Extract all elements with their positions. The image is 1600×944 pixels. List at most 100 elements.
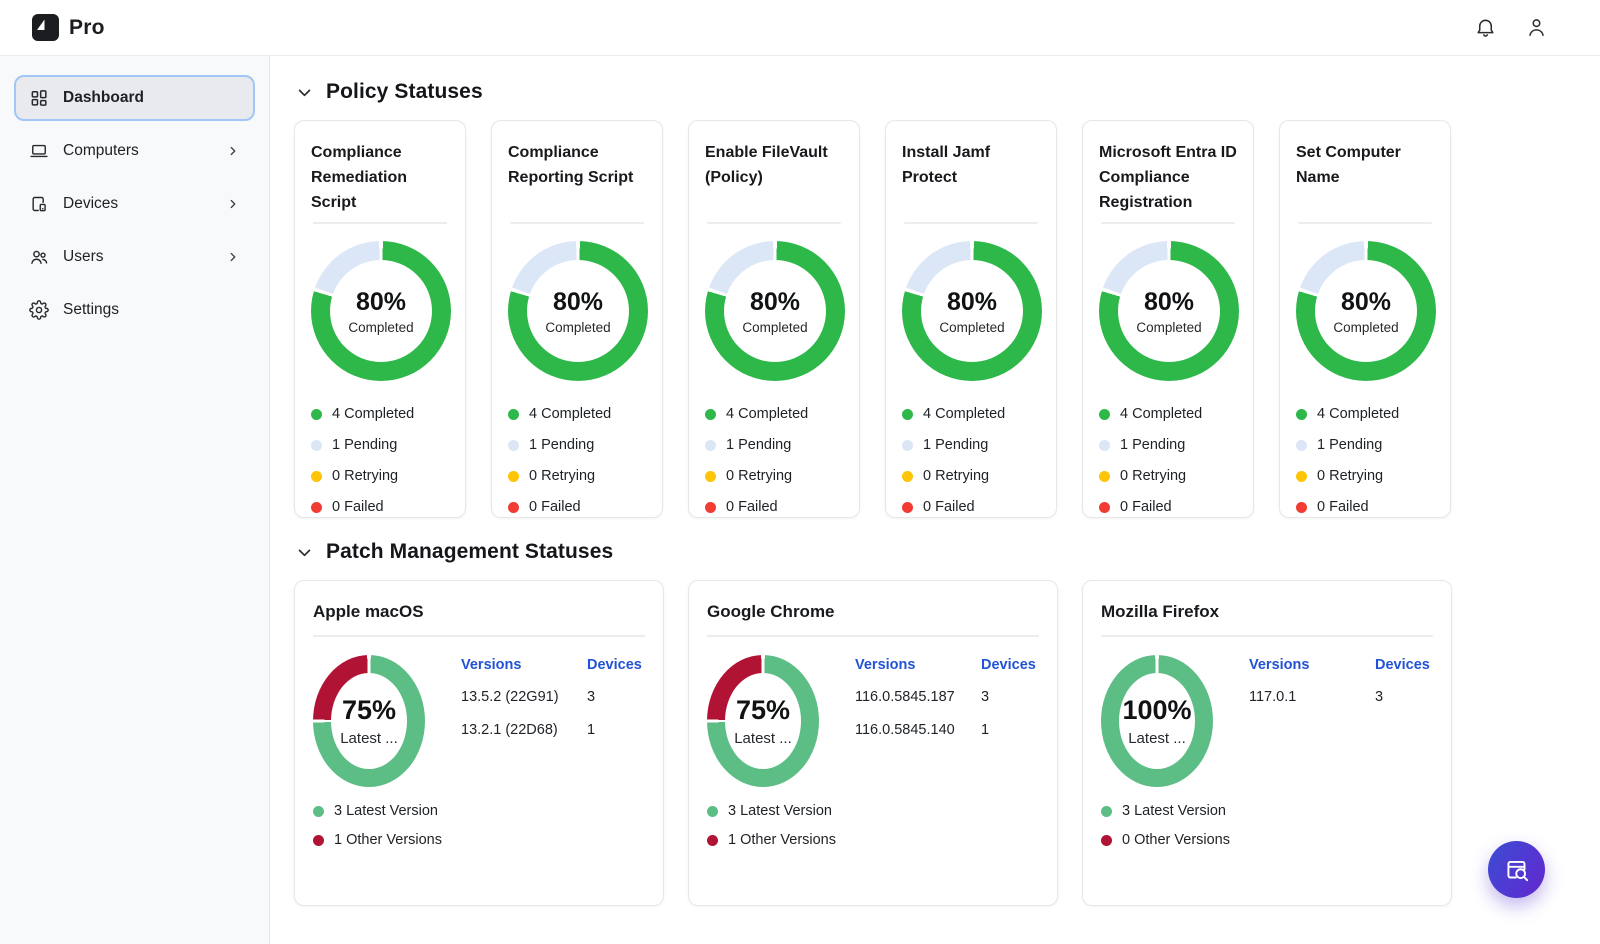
sidebar-item-label: Computers (63, 142, 139, 159)
legend: 3 Latest Version 0 Other Versions (1101, 803, 1433, 848)
legend-item: 0 Retrying (508, 468, 646, 484)
divider (904, 222, 1038, 224)
legend-dot (311, 439, 322, 451)
versions-column-header[interactable]: Versions (855, 657, 916, 673)
legend-label: 0 Retrying (923, 468, 990, 484)
donut-label: Latest ... (340, 730, 398, 747)
versions-column-header[interactable]: Versions (1249, 657, 1310, 673)
legend-item: 1 Other Versions (707, 832, 1039, 848)
user-icon[interactable] (1525, 16, 1548, 39)
sidebar-item-dashboard[interactable]: Dashboard (14, 75, 255, 121)
legend-label: 1 Pending (332, 437, 398, 453)
legend: 4 Completed 1 Pending 0 Retrying 0 Faile… (1099, 406, 1237, 515)
legend-item: 1 Pending (705, 437, 843, 453)
legend-item: 0 Retrying (705, 468, 843, 484)
legend-item: 4 Completed (311, 406, 449, 422)
legend: 4 Completed 1 Pending 0 Retrying 0 Faile… (902, 406, 1040, 515)
legend-dot (705, 501, 716, 513)
legend-item: 1 Pending (1099, 437, 1237, 453)
versions-table: Versions Devices 117.0.1 3 (1249, 655, 1433, 787)
donut-percent: 100% (1122, 695, 1192, 725)
chevron-down-icon (296, 544, 313, 561)
legend-label: 0 Failed (1120, 499, 1172, 515)
policy-donut-chart: 80% Completed (705, 241, 845, 381)
legend-dot (707, 805, 718, 817)
gear-icon (29, 300, 49, 320)
patch-section-header[interactable]: Patch Management Statuses (296, 540, 1576, 564)
policy-card: Compliance Reporting Script 80% Complete… (491, 120, 663, 518)
legend-item: 0 Other Versions (1101, 832, 1433, 848)
donut-center: 80% Completed (330, 260, 432, 362)
divider (1101, 222, 1235, 224)
app-logo[interactable]: Pro (32, 14, 105, 41)
legend-label: 0 Failed (1317, 499, 1369, 515)
sidebar-item-users[interactable]: Users (14, 234, 255, 280)
legend: 3 Latest Version 1 Other Versions (313, 803, 645, 848)
search-window-fab[interactable] (1488, 841, 1545, 898)
devices-cell: 1 (981, 722, 990, 739)
legend-label: 4 Completed (726, 406, 809, 422)
sidebar: Dashboard Computers Device (0, 56, 270, 944)
legend-label: 0 Failed (726, 499, 778, 515)
legend-label: 1 Pending (923, 437, 989, 453)
sidebar-item-label: Dashboard (63, 89, 144, 106)
sidebar-item-devices[interactable]: Devices (14, 181, 255, 227)
donut-center: 100% Latest ... (1119, 673, 1195, 769)
chevron-right-icon (226, 197, 240, 211)
legend-dot (1296, 501, 1307, 513)
legend-item: 0 Retrying (1296, 468, 1434, 484)
section-title: Policy Statuses (326, 80, 483, 103)
legend-dot (705, 470, 716, 482)
divider (707, 222, 841, 224)
donut-label: Completed (348, 319, 414, 335)
legend-dot (313, 805, 324, 817)
donut-center: 75% Latest ... (725, 673, 801, 769)
legend-label: 0 Retrying (1317, 468, 1384, 484)
legend-label: 1 Pending (1120, 437, 1186, 453)
policy-section-header[interactable]: Policy Statuses (296, 80, 1576, 104)
legend-label: 0 Failed (332, 499, 384, 515)
legend-item: 4 Completed (705, 406, 843, 422)
legend-dot (1296, 470, 1307, 482)
devices-column-header[interactable]: Devices (1375, 657, 1430, 673)
dashboard-grid-icon (29, 88, 49, 108)
bell-icon[interactable] (1474, 16, 1497, 39)
devices-cell: 3 (587, 689, 596, 706)
legend-dot (1296, 408, 1307, 420)
legend-dot (902, 439, 913, 451)
sidebar-item-computers[interactable]: Computers (14, 128, 255, 174)
legend-item: 0 Failed (508, 499, 646, 515)
page-layout: Dashboard Computers Device (0, 56, 1600, 944)
devices-column-header[interactable]: Devices (981, 657, 1036, 673)
legend-label: 1 Pending (726, 437, 792, 453)
legend-item: 0 Failed (705, 499, 843, 515)
legend: 3 Latest Version 1 Other Versions (707, 803, 1039, 848)
patch-card-title: Mozilla Firefox (1101, 602, 1220, 621)
legend-label: 4 Completed (332, 406, 415, 422)
legend-dot (705, 439, 716, 451)
versions-table: Versions Devices 13.5.2 (22G91) 3 13.2.1… (461, 655, 645, 787)
policy-cards-grid: Compliance Remediation Script 80% Comple… (294, 120, 1576, 518)
divider (1298, 222, 1432, 224)
legend-dot (311, 470, 322, 482)
donut-label: Completed (1136, 319, 1202, 335)
legend-dot (707, 834, 718, 846)
sidebar-item-settings[interactable]: Settings (14, 287, 255, 333)
donut-percent: 80% (946, 287, 998, 316)
patch-card-body: 75% Latest ... Versions Devices 13.5.2 (… (313, 655, 645, 787)
policy-donut-chart: 80% Completed (311, 241, 451, 381)
legend-item: 3 Latest Version (313, 803, 645, 819)
logo-text: Pro (69, 15, 105, 39)
devices-cell: 3 (981, 689, 990, 706)
devices-column-header[interactable]: Devices (587, 657, 642, 673)
versions-column-header[interactable]: Versions (461, 657, 522, 673)
donut-center: 80% Completed (527, 260, 629, 362)
policy-donut-chart: 80% Completed (508, 241, 648, 381)
policy-donut-chart: 80% Completed (1099, 241, 1239, 381)
legend-dot (1101, 834, 1112, 846)
donut-center: 80% Completed (921, 260, 1023, 362)
policy-card: Microsoft Entra ID Compliance Registrati… (1082, 120, 1254, 518)
divider (313, 222, 447, 224)
top-bar: Pro (0, 0, 1600, 56)
legend-label: 0 Retrying (332, 468, 399, 484)
